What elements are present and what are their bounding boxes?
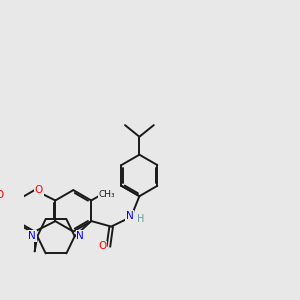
Text: N: N [126, 211, 134, 220]
Text: O: O [34, 185, 43, 195]
Text: CH₃: CH₃ [99, 190, 116, 199]
Text: N: N [76, 231, 84, 241]
Text: H: H [137, 214, 145, 224]
Text: O: O [98, 242, 106, 251]
Text: N: N [28, 231, 36, 241]
Text: O: O [0, 190, 4, 200]
